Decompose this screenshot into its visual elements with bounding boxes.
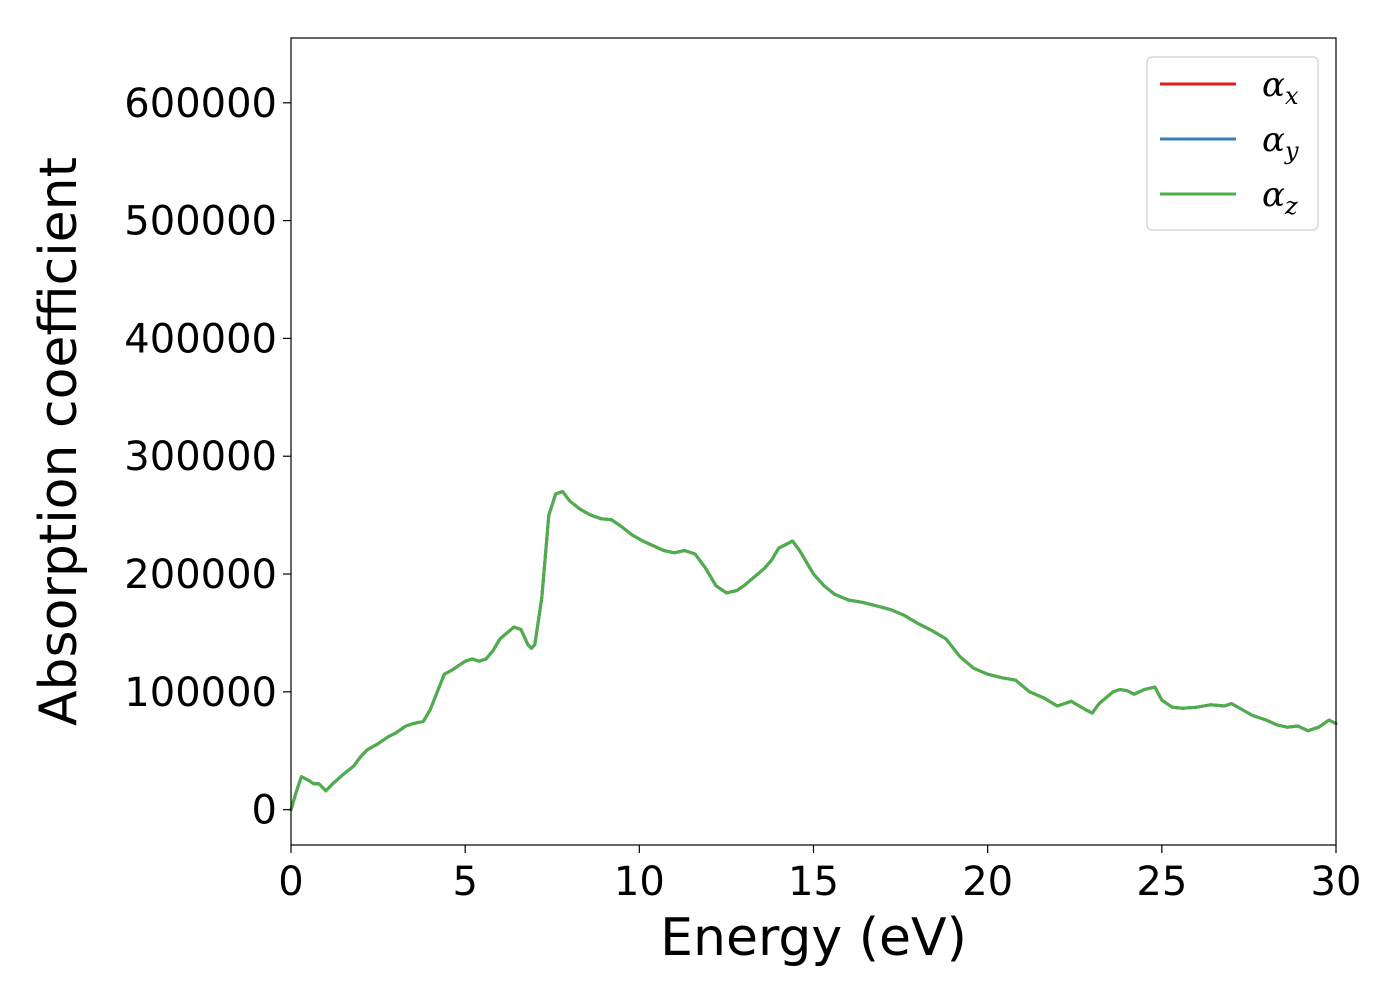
y-axis-title: Absorption coefficient <box>29 157 89 726</box>
legend-label-y: αy <box>1262 120 1299 165</box>
x-tick-label: 15 <box>788 859 839 905</box>
legend-label-sub: y <box>1284 137 1299 165</box>
legend-box <box>1146 56 1319 231</box>
legend-label-base: α <box>1262 65 1285 105</box>
y-tick-label: 600000 <box>124 81 277 127</box>
series-line-0 <box>289 490 1338 812</box>
y-tick-label: 200000 <box>124 552 277 598</box>
x-tick-label: 20 <box>962 859 1013 905</box>
x-tick-label: 0 <box>278 859 303 905</box>
x-tick-label: 30 <box>1311 859 1362 905</box>
legend-label-sub: x <box>1285 82 1299 110</box>
legend-label-sub: z <box>1284 192 1298 220</box>
y-tick-label: 400000 <box>124 316 277 362</box>
x-axis-title: Energy (eV) <box>660 908 967 968</box>
series-line-2 <box>289 490 1338 812</box>
legend-label-base: α <box>1262 120 1285 160</box>
x-tick-label: 10 <box>614 859 665 905</box>
y-tick-label: 300000 <box>124 434 277 480</box>
legend-label-z: αz <box>1262 175 1298 220</box>
x-tick-label: 5 <box>452 859 477 905</box>
series-layer <box>289 490 1338 812</box>
y-axis-ticks: 0 100000 200000 300000 400000 500000 600000 <box>124 81 291 834</box>
y-tick-label: 0 <box>252 788 277 834</box>
y-tick-label: 100000 <box>124 670 277 716</box>
legend-label-base: α <box>1262 175 1285 215</box>
x-axis-ticks: 0 5 10 15 20 25 30 <box>278 845 1361 905</box>
series-line-1 <box>289 490 1338 812</box>
legend-label-x: αx <box>1262 65 1299 110</box>
x-tick-label: 25 <box>1136 859 1187 905</box>
y-tick-label: 500000 <box>124 199 277 245</box>
